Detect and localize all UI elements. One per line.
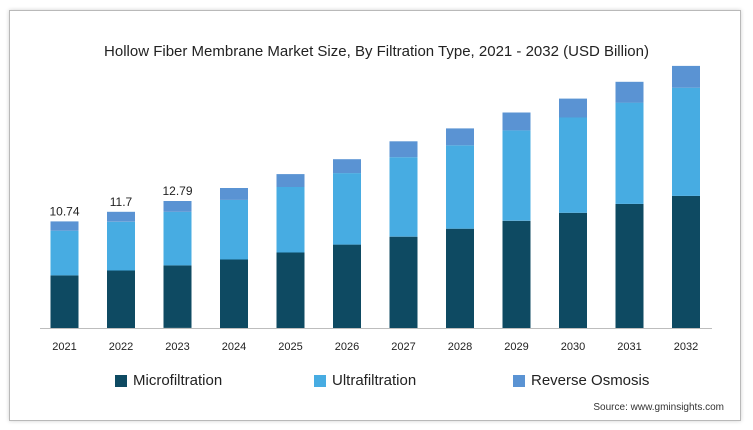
data-label-2022: 11.7 xyxy=(110,195,133,209)
x-tick-label-2021: 2021 xyxy=(52,341,76,353)
bar-ultrafiltration-2028 xyxy=(446,145,474,229)
source-note: Source: www.gminsights.com xyxy=(593,402,724,413)
bar-ultrafiltration-2025 xyxy=(276,187,305,253)
x-tick-label-2028: 2028 xyxy=(448,341,472,353)
bar-ultrafiltration-2023 xyxy=(163,211,192,266)
bar-ultrafiltration-2027 xyxy=(389,157,418,237)
legend-swatch-reverse-osmosis xyxy=(513,374,525,387)
legend-item-microfiltration: Microfiltration xyxy=(115,372,222,389)
x-tick-label-2022: 2022 xyxy=(109,341,133,353)
legend-swatch-ultrafiltration xyxy=(314,374,326,387)
bar-reverse-osmosis-2022 xyxy=(107,211,135,222)
x-tick-label-2027: 2027 xyxy=(391,341,415,353)
x-tick-label-2023: 2023 xyxy=(165,341,189,353)
bar-microfiltration-2021 xyxy=(50,275,79,328)
bar-ultrafiltration-2029 xyxy=(502,130,531,221)
data-label-2021: 10.74 xyxy=(49,204,79,218)
bar-ultrafiltration-2030 xyxy=(559,117,587,213)
x-tick-label-2029: 2029 xyxy=(504,341,528,353)
bar-ultrafiltration-2026 xyxy=(333,173,361,245)
bar-microfiltration-2029 xyxy=(502,220,531,328)
bar-microfiltration-2022 xyxy=(107,270,135,328)
bar-microfiltration-2026 xyxy=(333,244,361,328)
bar-ultrafiltration-2031 xyxy=(615,102,644,204)
bar-reverse-osmosis-2029 xyxy=(502,112,531,131)
bar-microfiltration-2030 xyxy=(559,212,587,328)
bar-reverse-osmosis-2031 xyxy=(615,81,644,103)
chart-title: Hollow Fiber Membrane Market Size, By Fi… xyxy=(104,43,649,60)
bar-ultrafiltration-2021 xyxy=(50,230,79,276)
legend: Microfiltration Ultrafiltration Reverse … xyxy=(0,372,753,392)
x-tick-label-2031: 2031 xyxy=(617,341,641,353)
legend-item-reverse-osmosis: Reverse Osmosis xyxy=(513,372,649,389)
bar-ultrafiltration-2024 xyxy=(220,199,248,260)
bar-reverse-osmosis-2021 xyxy=(50,221,79,231)
bar-ultrafiltration-2032 xyxy=(672,87,700,196)
bar-microfiltration-2024 xyxy=(220,259,248,328)
bar-microfiltration-2023 xyxy=(163,265,192,328)
bar-reverse-osmosis-2023 xyxy=(163,201,192,212)
bar-reverse-osmosis-2025 xyxy=(276,174,305,187)
legend-swatch-microfiltration xyxy=(115,374,127,387)
x-tick-label-2030: 2030 xyxy=(561,341,585,353)
data-label-2023: 12.79 xyxy=(162,184,192,198)
legend-label-reverse-osmosis: Reverse Osmosis xyxy=(531,372,650,389)
bar-microfiltration-2028 xyxy=(446,228,474,328)
bar-microfiltration-2027 xyxy=(389,236,418,328)
bar-reverse-osmosis-2032 xyxy=(672,65,700,88)
legend-label-ultrafiltration: Ultrafiltration xyxy=(332,372,417,389)
bar-microfiltration-2031 xyxy=(615,203,644,328)
x-tick-label-2025: 2025 xyxy=(278,341,302,353)
x-tick-label-2026: 2026 xyxy=(335,341,359,353)
bar-microfiltration-2025 xyxy=(276,252,305,328)
legend-item-ultrafiltration: Ultrafiltration xyxy=(314,372,416,389)
bar-reverse-osmosis-2027 xyxy=(389,141,418,158)
bar-reverse-osmosis-2030 xyxy=(559,98,587,118)
bar-reverse-osmosis-2024 xyxy=(220,188,248,200)
bar-ultrafiltration-2022 xyxy=(107,221,135,271)
x-tick-label-2032: 2032 xyxy=(674,341,698,353)
bar-reverse-osmosis-2028 xyxy=(446,128,474,146)
x-tick-label-2024: 2024 xyxy=(222,341,246,353)
legend-label-microfiltration: Microfiltration xyxy=(133,372,223,389)
bar-microfiltration-2032 xyxy=(672,195,700,328)
bar-reverse-osmosis-2026 xyxy=(333,159,361,174)
